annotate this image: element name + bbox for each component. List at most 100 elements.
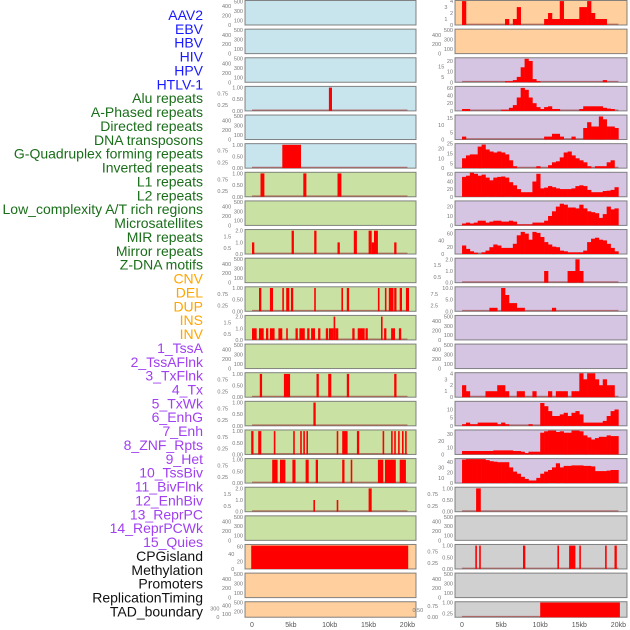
signal-bar [282,288,284,312]
signal-bin [497,151,502,169]
signal-bin [571,207,576,226]
signal-bin [575,411,580,426]
x-tick-label: 15kb [361,622,376,629]
y-tick-label: 100 [444,47,453,53]
signal-bin [469,459,475,484]
signal-bin [610,470,615,483]
signal-bin [493,244,498,254]
signal-bin [591,439,596,455]
signal-bar [605,545,607,569]
signal-bin [563,251,568,254]
signal-bar [335,328,339,340]
signal-bin [481,451,486,455]
track-label: DNA transposons [94,132,203,148]
y-tick-label: 300 [444,582,453,588]
signal-bin [477,146,482,169]
signal-bin [563,465,568,484]
y-tick-label: 0.00 [427,615,438,621]
signal-bin [497,424,502,426]
signal-bar [259,328,264,340]
panel-background [244,200,417,226]
signal-bin [473,451,478,455]
y-tick-label: 0.50 [232,384,243,390]
signal-bin [567,271,572,283]
signal-bar [346,288,350,312]
signal-bin [462,451,467,455]
signal-bin [575,252,580,254]
signal-bin [512,105,518,111]
signal-bar [557,545,559,569]
y-tick-label: 0.00 [232,195,243,201]
track-panel: 1.00 0.75 0.50 0.25 0.00 [217,372,417,401]
panel-background [454,28,628,55]
y-tick-label: 20 [447,245,453,251]
y-tick-label: 0 [228,52,231,58]
signal-bar [384,459,396,483]
track-label: 8_ZNF_Rpts [124,437,203,453]
signal-bar [405,431,407,455]
panel-background [244,114,417,141]
y-tick-label: 200 [222,586,231,592]
signal-bin [594,106,600,111]
signal-bin [567,207,572,226]
signal-bin [579,252,584,254]
signal-bar [377,459,384,483]
signal-bin [516,391,521,398]
y-tick-label: 0.25 [427,561,438,567]
signal-bin [555,432,561,455]
signal-bin [571,430,576,455]
signal-bin [548,470,553,483]
signal-bin [602,166,607,169]
y-tick-label: 1.5 [224,235,232,241]
y-tick-label: 0.75 [217,149,228,155]
y-tick-label: 20 [447,59,453,65]
signal-bin [544,271,549,283]
track-label: 14_ReprPCWk [110,520,204,536]
x-tick-label: 0 [460,622,464,629]
signal-bin [544,406,549,426]
signal-bin [551,162,557,169]
signal-bin [544,242,549,254]
signal-bar [328,373,332,398]
signal-bin [508,81,514,83]
y-tick-label: 0.75 [217,91,228,97]
track-label: 6_EnhG [152,409,203,425]
signal-bin [462,424,467,426]
y-tick-label: 0 [438,367,441,373]
signal-bin [598,239,604,254]
y-tick-label: 0.25 [217,160,228,166]
y-tick-label: 400 [222,119,231,125]
signal-bin [520,476,525,484]
signal-bin [579,431,584,455]
y-tick-label: 2.0 [235,229,243,235]
signal-bin [465,459,471,484]
signal-bar [300,431,302,455]
signal-bin [520,192,525,197]
signal-bin [516,7,521,25]
signal-bin [579,185,584,197]
track-label: INS [180,312,203,328]
signal-bin [532,231,537,254]
y-tick-label: 0.50 [232,97,243,103]
signal-bar [273,431,276,455]
y-tick-label: 1.0 [235,326,243,332]
signal-bin [469,251,475,254]
signal-bin [536,173,541,197]
panel-background [244,57,417,83]
signal-bin [516,451,521,455]
track-label: HTLV-1 [157,76,204,92]
signal-bin [591,212,596,226]
signal-bin [489,391,494,398]
signal-bin [501,152,506,169]
signal-bin [489,247,494,254]
y-tick-label: 200 [432,357,441,363]
signal-bin [481,459,486,484]
signal-bar [365,328,368,340]
signal-bin [508,220,514,226]
signal-bin [587,465,592,484]
signal-bin [571,465,576,484]
signal-bin [563,391,568,398]
